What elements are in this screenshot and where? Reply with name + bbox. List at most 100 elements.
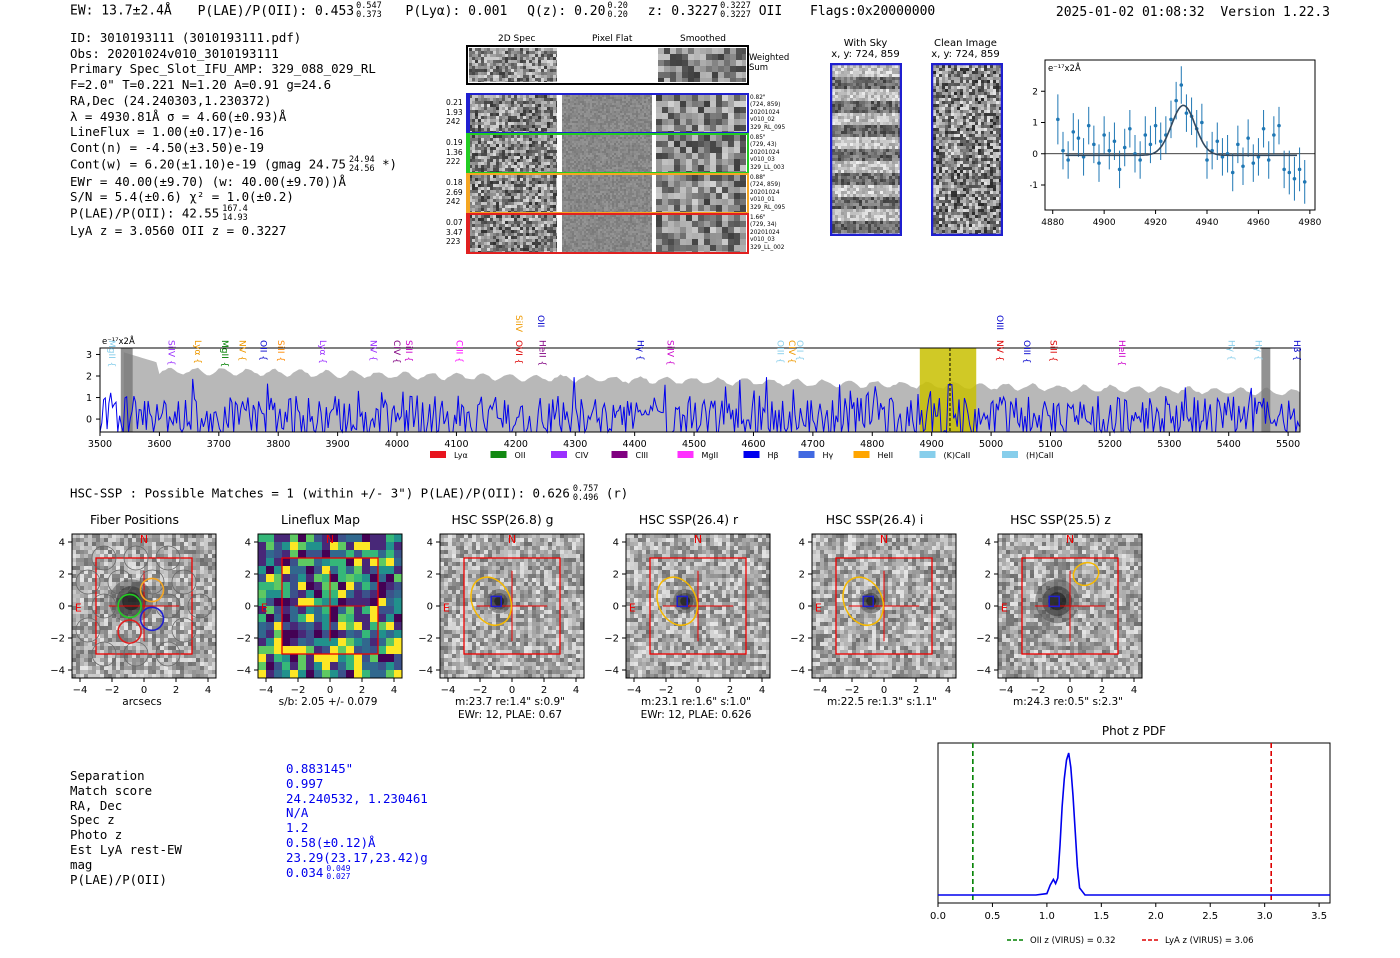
- pixel: [644, 127, 646, 129]
- pixel: [490, 211, 493, 212]
- pixel: [562, 185, 564, 187]
- pixel: [469, 233, 472, 236]
- pixel: [517, 215, 520, 218]
- pixel: [586, 157, 588, 159]
- pixel: [734, 131, 740, 132]
- pixel: [484, 122, 487, 125]
- pixel: [487, 51, 490, 54]
- pixel: [740, 119, 746, 125]
- pixel: [508, 54, 511, 57]
- pixel: [592, 151, 594, 153]
- pixel: [722, 113, 728, 119]
- pixel: [538, 215, 541, 218]
- pixel: [614, 159, 616, 161]
- pixel: [600, 113, 602, 115]
- pixel: [612, 123, 614, 125]
- pixel: [596, 163, 598, 165]
- pixel: [526, 181, 529, 184]
- pixel: [644, 105, 646, 107]
- pixel: [634, 175, 636, 177]
- pixel: [704, 135, 710, 141]
- col-title-smoothed: Smoothed: [680, 34, 726, 44]
- pixel: [646, 115, 648, 117]
- pixel: [616, 145, 618, 147]
- pixel: [544, 81, 547, 82]
- pixel: [572, 105, 574, 107]
- pixel: [550, 242, 553, 245]
- pixel: [526, 199, 529, 202]
- pixel: [640, 155, 642, 157]
- pixel: [538, 193, 541, 196]
- pixel: [535, 51, 538, 54]
- pixel: [628, 115, 630, 117]
- pixel: [505, 110, 508, 113]
- pixel: [523, 159, 526, 162]
- pixel: [556, 165, 557, 168]
- pixel: [600, 99, 602, 101]
- pixel: [604, 175, 606, 177]
- pixel: [547, 208, 550, 211]
- pixel: [698, 131, 704, 132]
- pixel: [584, 169, 586, 171]
- pixel: [469, 48, 472, 51]
- pixel: [662, 113, 668, 119]
- pixel: [722, 187, 728, 193]
- pixel: [584, 127, 586, 129]
- pixel: [547, 251, 550, 252]
- pixel: [588, 193, 590, 195]
- pixel: [478, 141, 481, 144]
- pixel: [526, 150, 529, 153]
- pixel: [496, 227, 499, 230]
- pixel: [606, 143, 608, 145]
- pixel: [538, 190, 541, 193]
- pixel: [493, 147, 496, 150]
- pixel: [646, 151, 648, 153]
- pixel: [496, 104, 499, 107]
- pixel: [742, 78, 746, 82]
- pixel: [472, 215, 475, 218]
- pixel: [475, 156, 478, 159]
- pixel: [602, 211, 604, 212]
- pixel: [547, 221, 550, 224]
- pixel: [626, 115, 628, 117]
- pixel: [638, 199, 640, 201]
- pixel: [626, 151, 628, 153]
- pixel: [608, 139, 610, 141]
- pixel: [600, 191, 602, 193]
- pixel: [553, 190, 556, 193]
- pixel: [508, 178, 511, 181]
- pixel: [472, 128, 475, 131]
- pixel: [578, 153, 580, 155]
- pixel: [592, 113, 594, 115]
- pixel: [523, 221, 526, 224]
- pixel: [576, 211, 578, 212]
- pixel: [632, 201, 634, 203]
- pixel: [616, 205, 618, 207]
- pixel: [529, 156, 532, 159]
- pixel: [624, 201, 626, 203]
- pixel: [478, 205, 481, 208]
- pixel: [622, 143, 624, 145]
- pixel: [564, 141, 566, 143]
- pixel: [562, 197, 564, 199]
- pixel: [614, 175, 616, 177]
- pixel: [576, 187, 578, 189]
- pixel: [716, 199, 722, 205]
- pixel: [576, 171, 578, 172]
- pixel: [590, 131, 592, 132]
- pixel: [514, 110, 517, 113]
- pixel: [493, 78, 496, 81]
- pixel: [520, 245, 523, 248]
- pixel: [535, 122, 538, 125]
- pixel: [648, 107, 650, 109]
- pixel: [614, 129, 616, 131]
- pixel: [490, 66, 493, 69]
- pixel: [523, 107, 526, 110]
- pixel: [604, 117, 606, 119]
- pixel: [662, 171, 668, 172]
- pixel: [487, 110, 490, 113]
- pixel: [478, 107, 481, 110]
- pixel: [553, 208, 556, 211]
- pixel: [523, 54, 526, 57]
- pixel: [636, 199, 638, 201]
